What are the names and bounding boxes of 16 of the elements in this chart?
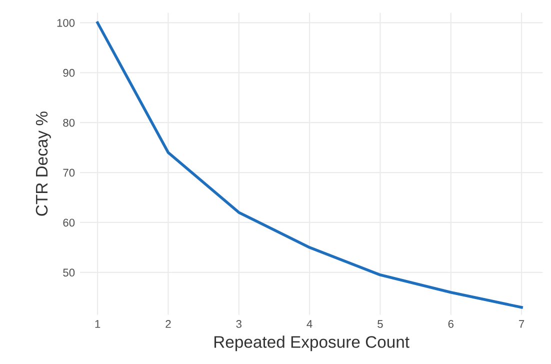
y-axis-title: CTR Decay %: [36, 112, 51, 216]
y-tick-label: 60: [63, 218, 75, 227]
x-tick-label: 4: [306, 320, 312, 328]
x-axis-title: Repeated Exposure Count: [214, 336, 410, 352]
y-tick-label: 80: [63, 118, 75, 127]
x-tick-label: 2: [166, 320, 171, 328]
x-tick-label: 5: [378, 320, 383, 328]
y-tick-label: 100: [57, 18, 75, 27]
x-tick-label: 6: [448, 320, 454, 328]
y-tick-label: 50: [63, 268, 75, 277]
y-tick-label: 90: [63, 68, 75, 77]
x-tick-label: 3: [236, 320, 242, 328]
y-tick-label: 70: [63, 168, 75, 177]
x-tick-label: 1: [95, 320, 100, 328]
x-tick-label: 7: [519, 320, 524, 328]
line-series: [96, 21, 523, 309]
